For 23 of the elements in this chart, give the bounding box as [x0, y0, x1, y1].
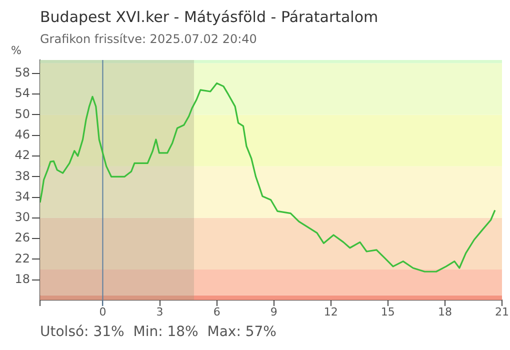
- y-tick-label: 50: [14, 106, 30, 121]
- y-tick-label: 38: [14, 168, 30, 183]
- y-tick-label: 26: [14, 230, 30, 245]
- x-tick-label: 9: [270, 305, 278, 318]
- y-tick-label: 46: [14, 127, 30, 142]
- y-tick-label: 42: [14, 148, 30, 162]
- y-tick-label: 22: [14, 251, 30, 266]
- y-tick-label: 58: [14, 66, 30, 80]
- x-tick-label: 21: [495, 305, 509, 318]
- chart-subtitle: Grafikon frissítve: 2025.07.02 20:40: [40, 32, 257, 46]
- x-tick-label: 15: [380, 305, 395, 318]
- x-tick-label: 18: [438, 305, 452, 318]
- text: Utolsó: 31% Min: 18% Max: 57%: [40, 324, 276, 340]
- y-axis-title: %: [11, 44, 22, 57]
- x-tick-label: 3: [156, 305, 164, 318]
- x-tick-label: 6: [213, 305, 220, 318]
- x-tick-label: 12: [324, 305, 338, 318]
- y-tick-label: 34: [14, 189, 30, 204]
- y-tick-label: 18: [14, 272, 30, 286]
- x-tick-label: 0: [99, 305, 106, 318]
- y-tick-label: 54: [14, 86, 30, 100]
- chart-title: Budapest XVI.ker - Mátyásföld - Páratartalom: [40, 8, 378, 26]
- y-tick-label: 30: [14, 210, 30, 224]
